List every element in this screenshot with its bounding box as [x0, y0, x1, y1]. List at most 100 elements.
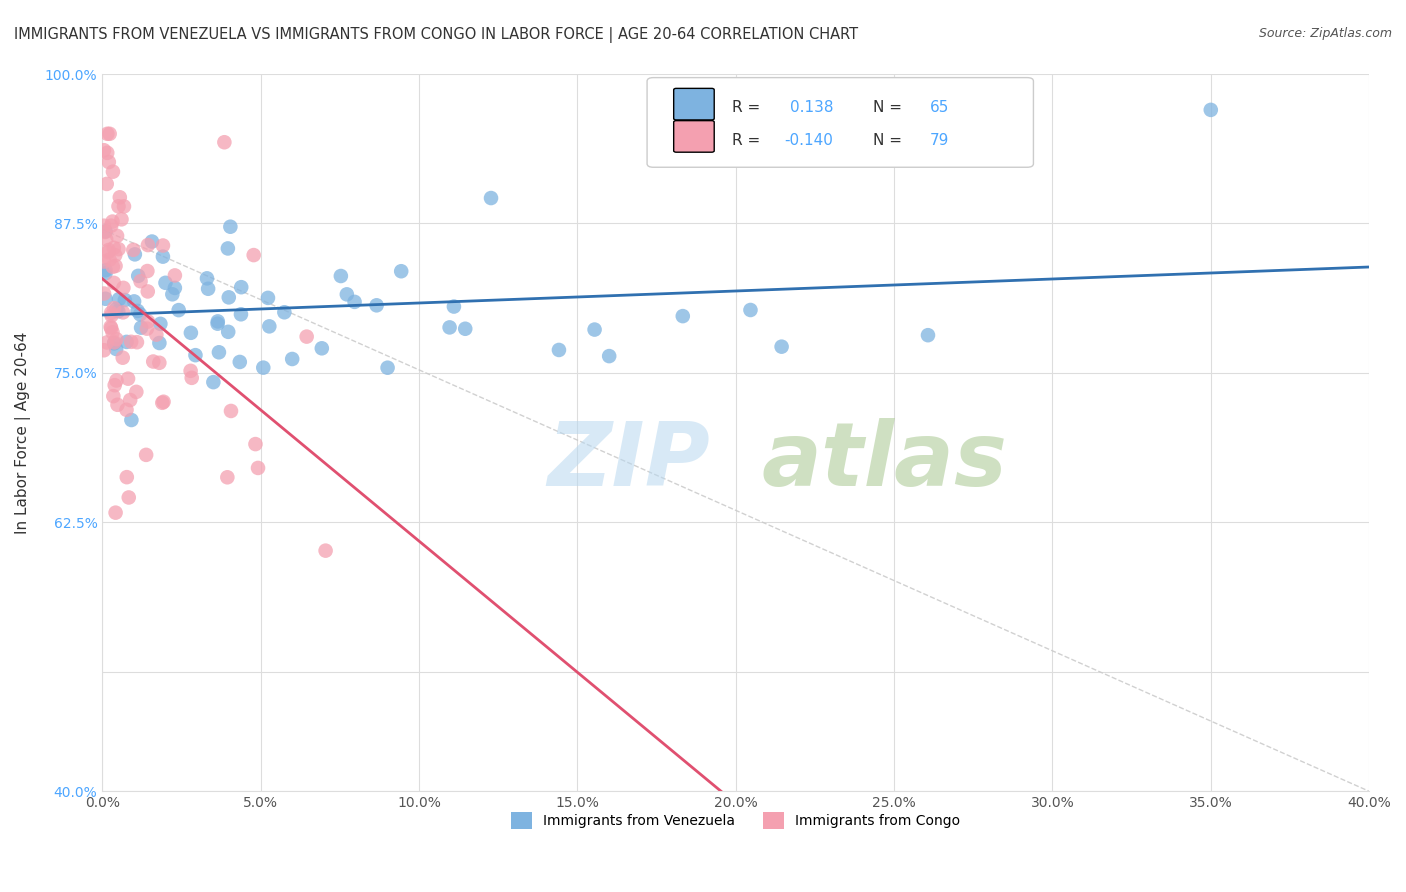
Point: [103, 301, 125, 315]
Point: [94, 224, 117, 238]
Point: [105, 342, 128, 356]
Text: R =: R =: [733, 100, 765, 115]
Point: [114, 293, 136, 307]
Point: [111, 351, 134, 365]
Point: [96, 232, 118, 246]
Point: [329, 268, 352, 283]
Point: [479, 191, 502, 205]
Point: [336, 287, 359, 301]
Point: [124, 247, 146, 261]
Point: [208, 345, 231, 359]
FancyBboxPatch shape: [673, 120, 714, 153]
Point: [129, 320, 152, 334]
Point: [125, 335, 148, 350]
Point: [219, 404, 242, 418]
Point: [100, 219, 122, 233]
Point: [366, 298, 388, 312]
Point: [148, 336, 170, 351]
Point: [229, 355, 252, 369]
Point: [672, 309, 695, 323]
Point: [136, 314, 159, 328]
Point: [454, 322, 477, 336]
Point: [97, 243, 120, 257]
Point: [155, 276, 177, 290]
Point: [115, 402, 138, 417]
Point: [142, 354, 165, 368]
Point: [120, 413, 142, 427]
Point: [443, 300, 465, 314]
Point: [197, 282, 219, 296]
Point: [122, 243, 145, 257]
Point: [117, 372, 139, 386]
Point: [93, 286, 115, 301]
Point: [252, 360, 274, 375]
Point: [548, 343, 571, 357]
Point: [105, 228, 128, 243]
FancyBboxPatch shape: [647, 78, 1033, 168]
Point: [127, 268, 149, 283]
Point: [129, 307, 152, 321]
Point: [107, 304, 129, 318]
Point: [104, 378, 127, 392]
Point: [439, 320, 461, 334]
Point: [94, 266, 117, 280]
Point: [257, 291, 280, 305]
Point: [167, 303, 190, 318]
Point: [311, 341, 333, 355]
Point: [94, 292, 117, 306]
Text: 0.138: 0.138: [790, 100, 834, 115]
Point: [96, 127, 118, 141]
Point: [120, 392, 142, 407]
Point: [94, 263, 117, 277]
Point: [598, 349, 620, 363]
Point: [389, 264, 412, 278]
Point: [163, 268, 186, 283]
Point: [104, 506, 127, 520]
Point: [93, 254, 115, 268]
Text: atlas: atlas: [761, 417, 1007, 505]
Point: [107, 398, 129, 412]
Point: [218, 290, 240, 304]
Point: [740, 303, 762, 318]
Point: [207, 317, 229, 331]
Point: [118, 491, 141, 505]
Point: [195, 271, 218, 285]
Point: [122, 294, 145, 309]
Point: [101, 260, 124, 274]
Point: [152, 394, 174, 409]
Point: [141, 235, 163, 249]
Point: [98, 252, 121, 267]
Point: [214, 135, 236, 149]
Point: [770, 340, 793, 354]
Point: [97, 155, 120, 169]
Point: [94, 225, 117, 239]
Point: [101, 214, 124, 228]
Point: [259, 319, 281, 334]
Point: [127, 304, 149, 318]
Point: [105, 374, 128, 388]
Text: IMMIGRANTS FROM VENEZUELA VS IMMIGRANTS FROM CONGO IN LABOR FORCE | AGE 20-64 CO: IMMIGRANTS FROM VENEZUELA VS IMMIGRANTS …: [14, 27, 858, 43]
Point: [162, 287, 184, 301]
Point: [125, 384, 148, 399]
Point: [242, 248, 264, 262]
Point: [245, 437, 267, 451]
Point: [150, 396, 173, 410]
Text: ZIP: ZIP: [548, 417, 710, 505]
Point: [112, 199, 135, 213]
Point: [136, 238, 159, 252]
Point: [101, 326, 124, 340]
Point: [136, 321, 159, 335]
Point: [104, 259, 127, 273]
Point: [100, 309, 122, 323]
Point: [98, 127, 121, 141]
Point: [100, 306, 122, 320]
Point: [343, 294, 366, 309]
Point: [112, 281, 135, 295]
Point: [149, 317, 172, 331]
Point: [247, 461, 270, 475]
Text: 79: 79: [929, 133, 949, 147]
Point: [217, 325, 239, 339]
Point: [108, 292, 131, 306]
Text: R =: R =: [733, 133, 765, 147]
Point: [152, 250, 174, 264]
